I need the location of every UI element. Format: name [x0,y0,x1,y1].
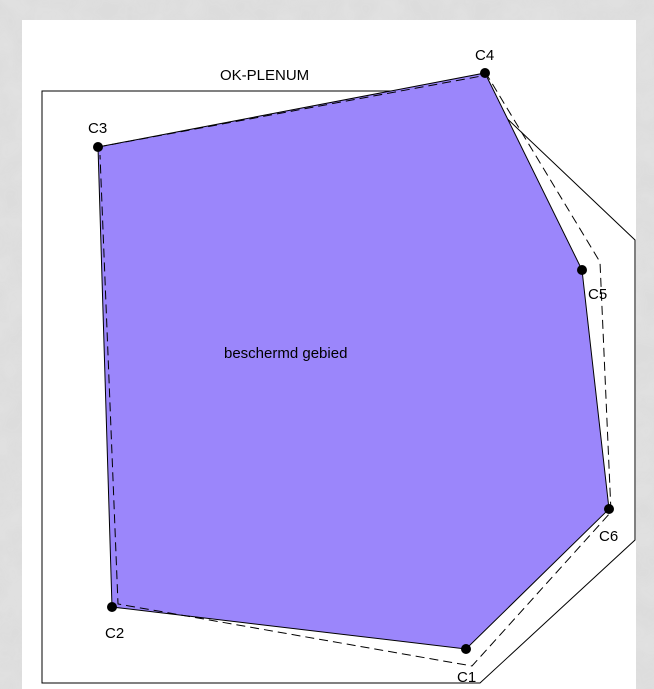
label-c2: C2 [105,625,124,642]
vertex-c2 [107,602,117,612]
protected-zone-label: beschermd gebied [224,345,347,362]
label-c5: C5 [588,286,607,303]
label-c4: C4 [475,47,494,64]
vertex-c3 [93,142,103,152]
label-c6: C6 [599,528,618,545]
vertex-c5 [577,265,587,275]
label-c1: C1 [457,669,476,686]
ok-plenum-label: OK-PLENUM [220,67,309,84]
vertex-markers [93,68,614,654]
label-c3: C3 [88,120,107,137]
vertex-c6 [604,504,614,514]
vertex-c4 [480,68,490,78]
vertex-c1 [461,644,471,654]
